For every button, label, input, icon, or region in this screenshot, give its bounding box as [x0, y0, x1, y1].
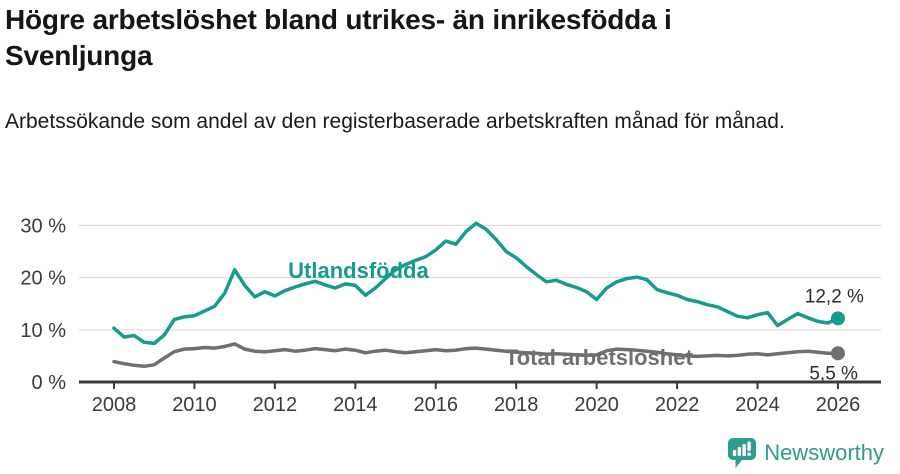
series-name-label: Utlandsfödda: [288, 258, 429, 283]
series-line-total: [112, 342, 840, 369]
x-axis-tick-label: 2024: [735, 394, 780, 416]
unemployment-line-chart: 0 % 10 % 20 % 30 % 2008 2010 2012 2014 2016 2018 2…: [20, 215, 881, 416]
page-title: Högre arbetslöshet bland utrikes- än inr…: [5, 4, 672, 71]
x-axis-tick-label: 2012: [253, 394, 298, 416]
y-axis-tick-label: 30 %: [20, 215, 66, 237]
y-axis-tick-label: 0 %: [32, 372, 67, 394]
series-end-value-label: 5,5 %: [809, 363, 858, 384]
brand-name: Newsworthy: [764, 440, 884, 465]
x-axis-tick-label: 2018: [494, 394, 539, 416]
series-end-dot: [830, 311, 845, 326]
x-axis-tick-label: 2016: [414, 394, 459, 416]
x-axis-tick-label: 2010: [172, 394, 217, 416]
series-end-value-label: 12,2 %: [805, 286, 864, 307]
brand-link[interactable]: Newsworthy: [727, 437, 884, 469]
x-axis-tick-label: 2026: [816, 394, 861, 416]
x-axis-tick-label: 2022: [655, 394, 700, 416]
series-name-label: Total arbetslöshet: [505, 345, 694, 370]
y-axis-tick-label: 10 %: [20, 320, 66, 342]
y-axis-tick-label: 20 %: [20, 268, 66, 290]
x-axis-tick-label: 2008: [92, 394, 137, 416]
x-axis-tick-label: 2020: [574, 394, 619, 416]
x-axis-tick-label: 2014: [333, 394, 378, 416]
page-subtitle: Arbetssökande som andel av den registerb…: [5, 110, 785, 133]
newsworthy-logo-icon: [727, 437, 757, 469]
series-end-dot: [830, 346, 845, 361]
series-line-utlandsfodda: [112, 221, 840, 346]
